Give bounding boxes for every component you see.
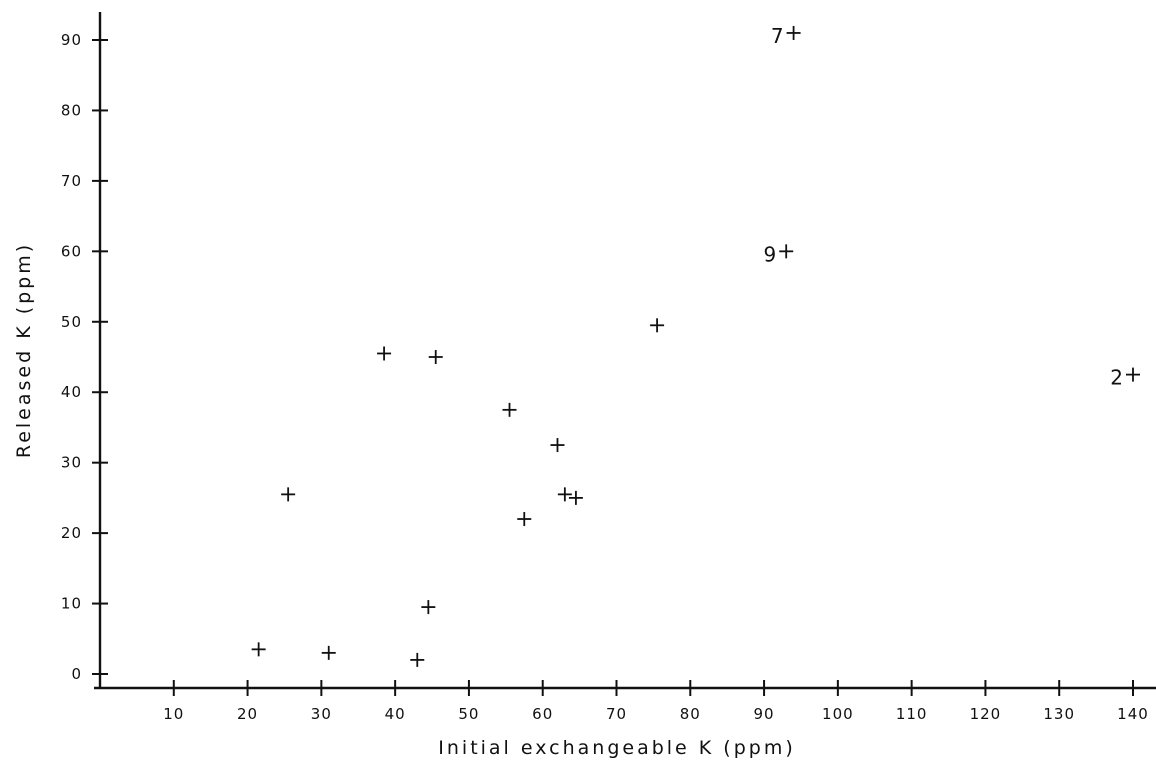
- x-axis-title: Initial exchangeable K (ppm): [438, 737, 795, 759]
- data-point: [410, 652, 425, 667]
- x-tick-label: 100: [822, 705, 854, 723]
- data-point-label: 9: [763, 242, 776, 266]
- data-point: [550, 438, 565, 453]
- y-tick-label: 10: [61, 595, 82, 613]
- y-tick-label: 50: [61, 313, 82, 331]
- data-point: [517, 512, 532, 527]
- x-tick-label: 90: [754, 705, 775, 723]
- x-tick-label: 10: [163, 705, 184, 723]
- x-tick-label: 30: [311, 705, 332, 723]
- x-tick-label: 130: [1043, 705, 1075, 723]
- data-point: [779, 244, 794, 259]
- x-tick-label: 80: [680, 705, 701, 723]
- data-point: [281, 487, 296, 502]
- data-point: [428, 350, 443, 364]
- y-ticks: 0 10 20 30 40 50 60 70 80 90: [61, 31, 108, 683]
- y-tick-label: 80: [61, 101, 82, 119]
- x-tick-label: 70: [606, 705, 627, 723]
- data-point: [1126, 367, 1140, 382]
- y-axis-title: Released K (ppm): [13, 242, 35, 458]
- x-tick-label: 60: [532, 705, 553, 723]
- data-point-label: 7: [771, 24, 784, 48]
- y-tick-label: 20: [61, 524, 82, 542]
- x-tick-label: 120: [970, 705, 1002, 723]
- data-points: 9 7 2: [251, 24, 1140, 667]
- y-tick-label: 90: [61, 31, 82, 49]
- x-tick-label: 110: [896, 705, 928, 723]
- x-tick-label: 40: [385, 705, 406, 723]
- data-point: [421, 600, 436, 615]
- data-point: [502, 402, 517, 417]
- data-point: [251, 642, 266, 657]
- data-point: [650, 318, 665, 333]
- data-point: [786, 25, 801, 40]
- data-point-label: 2: [1110, 366, 1123, 390]
- x-tick-label: 140: [1117, 705, 1149, 723]
- y-tick-label: 60: [61, 242, 82, 260]
- data-point: [377, 346, 392, 361]
- data-point: [568, 490, 583, 505]
- y-tick-label: 30: [61, 454, 82, 472]
- data-point: [321, 645, 336, 660]
- x-tick-label: 50: [458, 705, 479, 723]
- x-ticks: 10 20 30 40 50 60 70 80 90 100 110 120 130 140: [163, 680, 1149, 723]
- y-tick-label: 0: [71, 665, 82, 683]
- y-tick-label: 70: [61, 172, 82, 190]
- x-tick-label: 20: [237, 705, 258, 723]
- y-tick-label: 40: [61, 383, 82, 401]
- data-point: [557, 487, 572, 502]
